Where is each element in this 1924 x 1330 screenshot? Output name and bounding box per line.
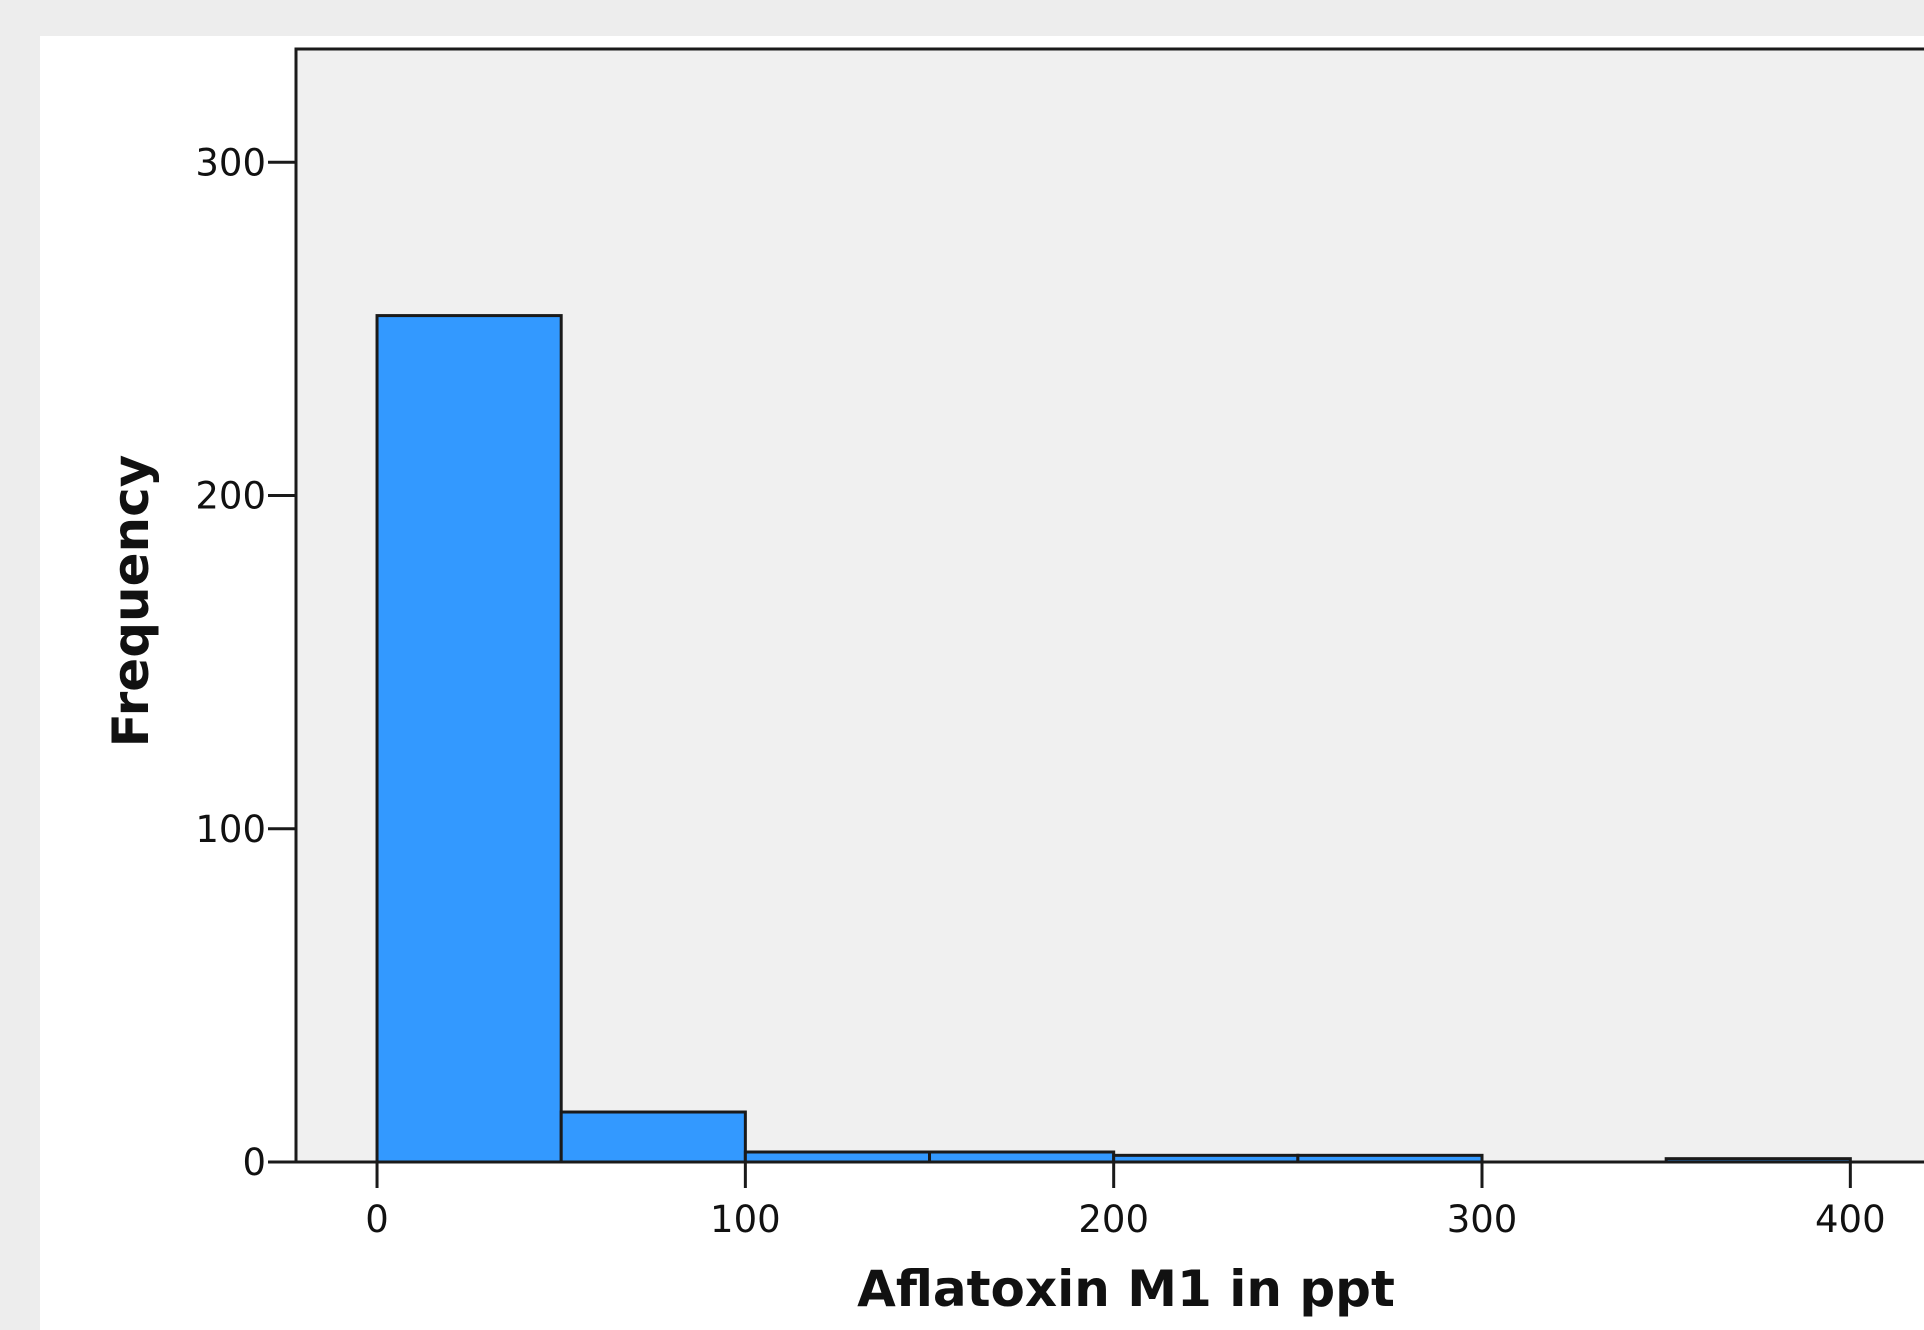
histogram-bar-50-100 (559, 1110, 747, 1164)
x-tick-label-300: 300 (1447, 1198, 1518, 1241)
histogram-bar-0-50 (375, 314, 563, 1164)
chart-frame: 0 100 200 300 400 0 100 200 300 Aflatoxin M1 in… (40, 36, 1924, 1330)
y-tick-label-100: 100 (195, 808, 266, 851)
x-tick-label-400: 400 (1815, 1198, 1886, 1241)
x-axis: 0 100 200 300 400 (268, 1160, 1924, 1241)
y-tick-label-0: 0 (242, 1141, 266, 1184)
y-tick-label-200: 200 (195, 475, 266, 518)
y-axis-title: Frequency (102, 455, 160, 748)
y-axis: 0 100 200 300 (195, 141, 296, 1184)
plot-area (294, 47, 1924, 1164)
histogram-chart: 0 100 200 300 400 0 100 200 300 Aflatoxin M1 in… (102, 47, 1924, 1318)
x-tick-label-100: 100 (710, 1198, 781, 1241)
x-axis-title: Aflatoxin M1 in ppt (857, 1260, 1395, 1318)
x-tick-label-200: 200 (1078, 1198, 1149, 1241)
y-tick-label-300: 300 (195, 141, 266, 184)
x-tick-label-0: 0 (365, 1198, 389, 1241)
